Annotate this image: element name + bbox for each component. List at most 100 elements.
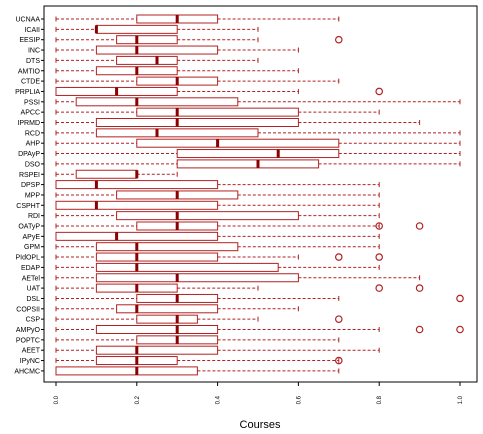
iqr-box: [75, 169, 138, 179]
category-label: POPTC: [16, 337, 40, 344]
category-label: AETel: [22, 275, 41, 282]
box-group: [55, 200, 380, 210]
box-group: [55, 97, 461, 107]
outlier-point: [334, 315, 343, 323]
box-group: [55, 356, 343, 366]
category-label: PIdOPL: [15, 255, 40, 262]
category-label: AEET: [22, 348, 41, 355]
plot-frame: [43, 5, 478, 383]
box-group: [55, 221, 424, 231]
x-tick-label: 0.2: [135, 395, 141, 404]
x-axis: 0.0 0.2 0.4 0.6 0.8 1.0: [54, 382, 464, 404]
box-group: [55, 180, 380, 190]
box-group: [55, 190, 380, 200]
box-group: [55, 149, 461, 159]
box-group: [55, 24, 259, 34]
iqr-box: [136, 138, 340, 148]
box-group: [55, 314, 343, 324]
iqr-box: [95, 128, 259, 138]
iqr-box: [116, 55, 178, 65]
category-label: ICAII: [24, 27, 40, 34]
outlier-point: [334, 356, 343, 365]
category-label: AMTIO: [18, 68, 41, 75]
category-label: EDAP: [21, 265, 40, 272]
box-group: [55, 211, 380, 221]
box-group: [55, 107, 380, 117]
iqr-box: [95, 325, 219, 334]
iqr-box: [95, 118, 299, 127]
category-label: DPSP: [21, 182, 40, 189]
box-group: [55, 159, 461, 169]
iqr-box: [116, 304, 219, 314]
x-tick-label: 0.8: [377, 395, 383, 404]
iqr-box: [116, 211, 299, 221]
category-label: DSO: [25, 161, 41, 168]
iqr-box: [55, 366, 198, 376]
box-group: [55, 231, 380, 241]
outlier-point: [456, 325, 464, 334]
category-label: DSL: [26, 296, 40, 303]
iqr-box: [95, 24, 178, 34]
box-group: [55, 66, 299, 76]
iqr-box: [136, 314, 198, 324]
outlier-point: [456, 294, 464, 303]
outlier-point: [375, 222, 384, 230]
box-group: [55, 169, 178, 179]
box-group: [55, 118, 421, 127]
box-group: [55, 345, 380, 355]
category-label: RDI: [28, 213, 40, 220]
iqr-box: [75, 97, 239, 107]
iqr-box: [116, 35, 178, 45]
category-label: RCD: [25, 130, 40, 137]
outlier-point: [375, 87, 384, 96]
box-group: [55, 252, 384, 262]
iqr-box: [95, 262, 279, 272]
category-label: EESIP: [19, 37, 40, 44]
iqr-box: [176, 159, 320, 169]
iqr-box: [95, 252, 219, 262]
box-group: [55, 128, 461, 138]
box-group: [55, 262, 380, 272]
category-label: RSPEI: [19, 172, 40, 179]
box-group: [55, 35, 343, 45]
outlier-point: [415, 325, 424, 334]
category-label: DPAyP: [18, 151, 40, 158]
outlier-point: [334, 253, 343, 261]
y-axis-labels: UCNAA ICAII EESIP INC DTS AMTIO CTDE PRPLIA PSSI…: [14, 17, 44, 375]
iqr-box: [95, 242, 239, 252]
category-label: UCNAA: [15, 17, 40, 24]
category-label: IPyNC: [20, 358, 40, 365]
iqr-box: [136, 107, 299, 117]
category-label: APCC: [21, 110, 40, 117]
x-tick-label: 1.0: [458, 395, 464, 404]
category-label: CSP: [26, 317, 41, 324]
category-label: PRPLIA: [15, 89, 40, 96]
category-label: DTS: [26, 58, 40, 65]
category-label: AHP: [26, 141, 41, 148]
box-group: [55, 242, 380, 252]
outlier-point: [334, 35, 343, 44]
box-group: [55, 304, 299, 314]
box-group: [55, 335, 340, 345]
box-group: [55, 273, 421, 283]
iqr-box: [55, 180, 219, 190]
category-label: AHCMC: [14, 368, 40, 375]
iqr-box: [95, 45, 219, 55]
iqr-box: [55, 231, 219, 241]
category-label: GPM: [24, 244, 40, 251]
category-label: CSPHT: [16, 203, 40, 210]
iqr-box: [176, 149, 340, 159]
box-group: [55, 325, 464, 334]
iqr-box: [95, 345, 219, 355]
box-group: [55, 293, 464, 303]
box-group: [55, 55, 259, 65]
x-tick-label: 0.4: [216, 395, 222, 404]
category-label: INC: [28, 48, 40, 55]
category-label: OATyP: [18, 224, 40, 231]
iqr-box: [55, 200, 219, 210]
box-group: [55, 45, 299, 55]
category-label: PSSI: [24, 99, 40, 106]
box-group: [55, 366, 340, 376]
boxes-layer: [55, 14, 464, 376]
